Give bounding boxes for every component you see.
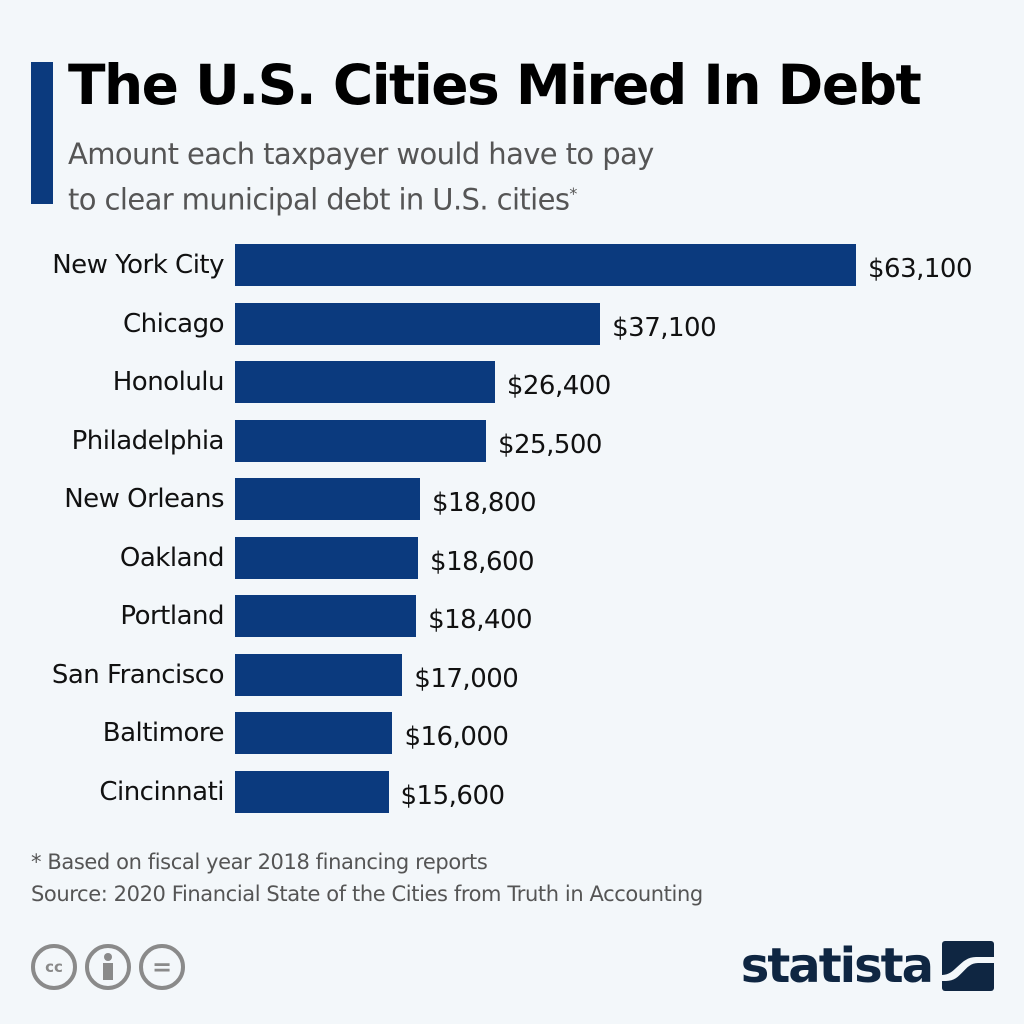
value-label: $16,000 [404, 722, 509, 752]
license-icons: cc = [31, 944, 185, 990]
bar[interactable] [235, 595, 417, 637]
category-label: Honolulu [112, 367, 225, 397]
bar-row: San Francisco $17,000 [0, 653, 1024, 696]
bar-row: Cincinnati $15,600 [0, 770, 1024, 813]
value-label: $18,800 [432, 488, 537, 518]
chart-title: The U.S. Cities Mired In Debt [68, 53, 922, 117]
value-label: $37,100 [612, 312, 717, 343]
bar[interactable] [235, 478, 421, 520]
category-label: Cincinnati [99, 776, 224, 807]
value-label: $26,400 [506, 371, 612, 401]
attribution-person-icon[interactable] [85, 944, 131, 990]
no-derivatives-icon[interactable]: = [139, 944, 185, 990]
value-label: $25,500 [497, 429, 603, 460]
bar[interactable] [235, 770, 389, 813]
bar[interactable] [235, 536, 419, 579]
category-label: San Francisco [51, 659, 225, 690]
value-label: $15,600 [400, 780, 506, 811]
footnote: * Based on fiscal year 2018 financing re… [31, 850, 488, 874]
subtitle-line-1: Amount each taxpayer would have to pay [68, 137, 654, 171]
bar-row: New Orleans $18,800 [0, 478, 1024, 520]
subtitle-line-2: to clear municipal debt in U.S. cities* [68, 174, 828, 220]
bar-row: New York City $63,100 [0, 244, 1024, 286]
statista-logo[interactable]: statista [741, 940, 994, 992]
source-note: Source: 2020 Financial State of the Citi… [31, 882, 703, 906]
category-label: New York City [52, 250, 224, 280]
value-label: $63,100 [868, 254, 973, 284]
bar-row: Baltimore $16,000 [0, 712, 1024, 754]
category-label: Oakland [119, 542, 225, 573]
bar[interactable] [235, 361, 495, 403]
bar-row: Chicago $37,100 [0, 302, 1024, 345]
footnote-marker: * [569, 184, 577, 203]
statista-wordmark: statista [740, 938, 934, 994]
title-accent-bar [31, 62, 53, 204]
bar-row: Philadelphia $25,500 [0, 419, 1024, 462]
category-label: Chicago [123, 308, 225, 339]
subtitle-line-2-text: to clear municipal debt in U.S. cities [68, 182, 570, 217]
chart-subtitle: Amount each taxpayer would have to pay t… [68, 134, 828, 220]
bar-row: Portland $18,400 [0, 595, 1024, 637]
bar[interactable] [235, 419, 486, 462]
statista-wave-icon [942, 941, 994, 991]
category-label: New Orleans [64, 484, 224, 514]
bar[interactable] [235, 653, 403, 696]
category-label: Baltimore [102, 718, 225, 748]
bar-row: Honolulu $26,400 [0, 361, 1024, 403]
bar-row: Oakland $18,600 [0, 536, 1024, 579]
creative-commons-icon[interactable]: cc [31, 944, 77, 990]
value-label: $18,400 [428, 605, 533, 635]
bar[interactable] [235, 302, 601, 345]
value-label: $17,000 [414, 663, 519, 694]
bar[interactable] [235, 244, 856, 286]
value-label: $18,600 [430, 546, 535, 577]
category-label: Philadelphia [71, 425, 225, 456]
bar[interactable] [235, 712, 393, 754]
category-label: Portland [120, 601, 224, 631]
